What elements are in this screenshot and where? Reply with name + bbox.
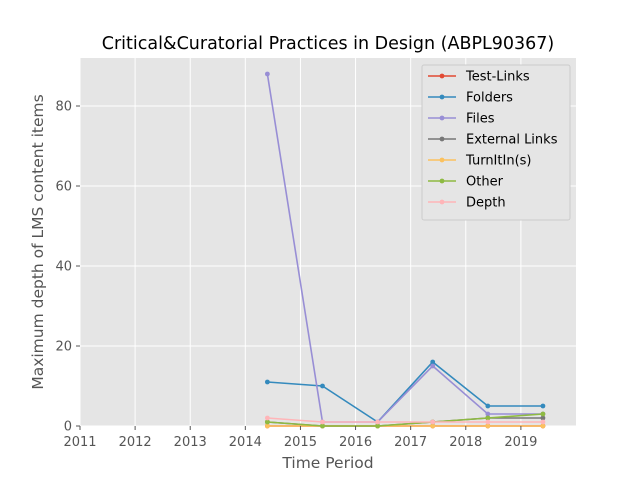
data-point (430, 359, 436, 365)
x-tick-label: 2016 (339, 435, 372, 450)
data-point (430, 419, 436, 425)
data-point (264, 419, 270, 425)
data-point (320, 423, 325, 429)
data-point (540, 403, 546, 409)
y-tick-label: 0 (64, 420, 72, 435)
data-point (540, 423, 546, 429)
x-tick-label: 2017 (394, 435, 427, 450)
data-point (320, 419, 325, 425)
data-point (264, 379, 270, 385)
data-point (430, 363, 436, 369)
legend-label: External Links (466, 133, 558, 148)
legend-item: Files (428, 112, 495, 127)
x-axis: 2011 2012 2013 2014 2015 2016 2017 2018 2019 (63, 426, 537, 450)
y-tick-label: 20 (55, 340, 72, 355)
legend: Test-Links Folders Files External Links Turn… (421, 64, 571, 221)
data-point (375, 423, 380, 429)
legend-marker (439, 157, 445, 163)
data-point (485, 415, 491, 421)
series-layer (264, 71, 546, 429)
legend-item: TurnItIn(s) (428, 154, 531, 169)
y-axis-label: Maximum depth of LMS content items (29, 94, 47, 389)
data-point (264, 423, 270, 429)
x-tick-label: 2015 (284, 435, 317, 450)
y-tick-label: 60 (55, 180, 72, 195)
legend-marker (439, 178, 445, 184)
series-line (267, 417, 543, 423)
series-line (267, 413, 543, 427)
data-point (264, 415, 270, 421)
x-tick-label: 2011 (63, 435, 96, 450)
data-point (540, 419, 546, 425)
legend-item: Depth (428, 196, 506, 211)
legend-label: Test-Links (465, 70, 530, 85)
legend-marker (439, 73, 445, 79)
data-point (430, 423, 436, 429)
data-point (485, 419, 491, 425)
legend-label: TurnItIn(s) (465, 154, 531, 169)
y-axis: 0 20 40 60 80 (55, 100, 80, 435)
data-point (540, 415, 546, 421)
legend-marker (439, 94, 445, 100)
x-tick-label: 2019 (504, 435, 537, 450)
legend-marker (439, 199, 445, 205)
legend-item: Folders (428, 91, 513, 106)
data-point (485, 423, 491, 429)
x-tick-label: 2012 (119, 435, 152, 450)
x-tick-label: 2018 (449, 435, 482, 450)
legend-item: Test-Links (428, 70, 530, 85)
legend-item: External Links (428, 133, 558, 148)
data-point (264, 71, 270, 77)
legend-label: Other (466, 175, 504, 190)
x-axis-label: Time Period (281, 454, 373, 472)
legend-label: Files (466, 112, 495, 127)
legend-marker (439, 136, 445, 142)
legend-box (421, 64, 571, 221)
data-point (320, 383, 325, 389)
legend-label: Depth (466, 196, 506, 211)
data-point (540, 411, 546, 417)
series-line (266, 73, 543, 423)
series-line (267, 360, 543, 424)
chart-title: Critical&Curatorial Practices in Design … (102, 34, 555, 54)
legend-label: Folders (466, 91, 513, 106)
y-tick-label: 80 (55, 100, 72, 115)
legend-item: Other (428, 175, 504, 190)
legend-marker (439, 115, 445, 121)
data-point (485, 411, 491, 417)
x-tick-label: 2014 (229, 435, 262, 450)
data-point (375, 419, 380, 425)
series-depth (264, 415, 546, 425)
y-tick-label: 40 (55, 260, 72, 275)
x-tick-label: 2013 (174, 435, 207, 450)
data-point (485, 403, 491, 409)
